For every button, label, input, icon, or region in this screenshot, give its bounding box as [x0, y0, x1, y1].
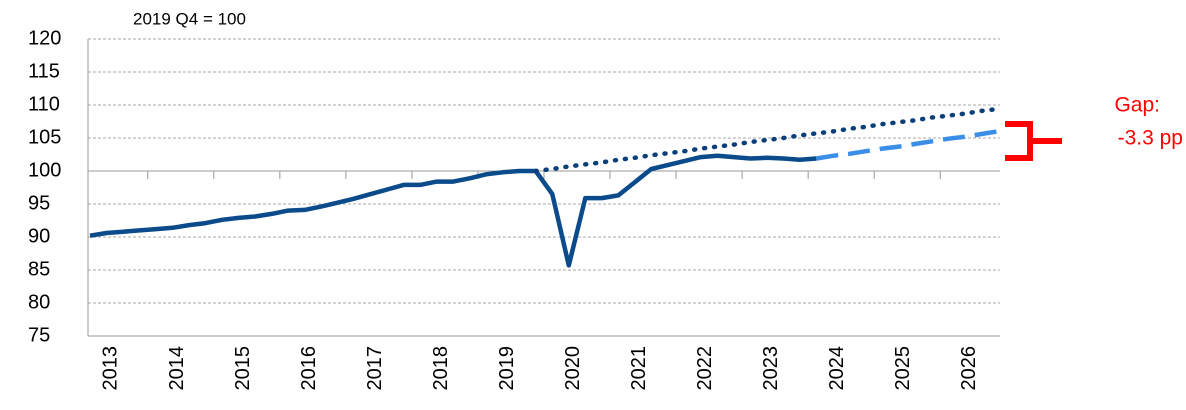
x-tick-label: 2020 — [562, 346, 584, 391]
x-tick-label: 2015 — [232, 346, 254, 391]
y-tick-label: 80 — [28, 291, 50, 313]
x-tick-label: 2017 — [364, 346, 386, 391]
x-tick-label: 2014 — [166, 346, 188, 391]
y-tick-label: 85 — [28, 258, 50, 280]
x-tick-label: 2016 — [298, 346, 320, 391]
series-line — [816, 129, 999, 161]
annotation: Gap: — [1114, 94, 1160, 117]
x-tick-label: 2026 — [958, 346, 980, 391]
x-tick-label: 2013 — [100, 346, 122, 391]
series-line — [89, 153, 817, 268]
x-tick-label: 2023 — [760, 346, 782, 391]
x-tick-label: 2018 — [430, 346, 452, 391]
annotation: -3.3 pp — [1118, 127, 1183, 150]
gap-brace — [1005, 121, 1062, 161]
y-tick-label: 120 — [28, 27, 61, 49]
x-tick-label: 2022 — [694, 346, 716, 391]
x-tick-label: 2019 — [496, 346, 518, 391]
x-tick-label: 2025 — [892, 346, 914, 391]
chart-subtitle: 2019 Q4 = 100 — [133, 9, 246, 28]
y-tick-label: 90 — [28, 225, 50, 247]
x-tick-label: 2021 — [628, 346, 650, 391]
x-tick-label: 2024 — [826, 346, 848, 391]
y-tick-label: 110 — [28, 93, 60, 115]
y-tick-label: 105 — [28, 126, 61, 148]
y-tick-label: 100 — [28, 159, 61, 181]
y-tick-label: 115 — [28, 60, 60, 82]
y-tick-label: 95 — [28, 192, 50, 214]
series-line — [533, 106, 1001, 174]
y-tick-label: 75 — [28, 324, 50, 346]
